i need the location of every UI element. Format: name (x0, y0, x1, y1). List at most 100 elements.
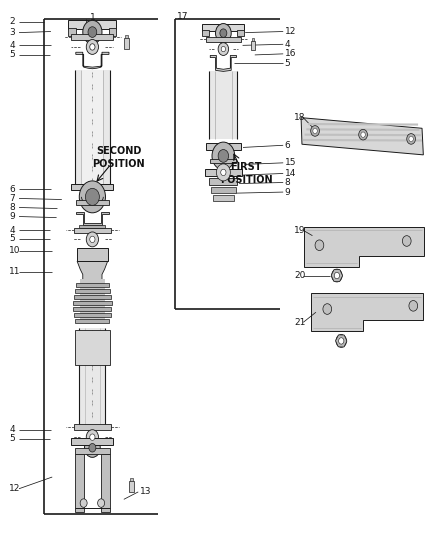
Bar (68, 20, 117, 29)
Circle shape (88, 27, 97, 37)
Text: 16: 16 (285, 50, 296, 58)
Circle shape (220, 29, 227, 37)
Circle shape (221, 46, 226, 52)
Text: 7: 7 (10, 194, 15, 203)
Bar (125, 35, 128, 38)
Circle shape (323, 304, 332, 314)
Bar (237, 30, 244, 36)
Bar (71, 184, 113, 190)
Polygon shape (304, 134, 421, 136)
Text: 6: 6 (285, 141, 290, 150)
Polygon shape (77, 261, 108, 285)
Text: 2: 2 (10, 18, 15, 27)
Bar (73, 301, 112, 305)
Text: 8: 8 (285, 178, 290, 187)
Text: 9: 9 (10, 212, 15, 221)
Circle shape (215, 23, 231, 43)
Text: 4: 4 (10, 41, 15, 50)
Text: 3: 3 (10, 28, 15, 37)
Bar (206, 143, 241, 150)
Text: 18: 18 (294, 113, 306, 122)
Bar (80, 303, 105, 310)
Polygon shape (308, 123, 418, 126)
Bar (74, 228, 111, 233)
Text: 5: 5 (10, 235, 15, 244)
Text: 19: 19 (294, 226, 306, 235)
Circle shape (85, 438, 100, 457)
Bar (74, 295, 111, 299)
Bar (75, 448, 110, 454)
Circle shape (315, 240, 324, 251)
Text: 1: 1 (90, 13, 96, 22)
Text: 4: 4 (10, 226, 15, 235)
Bar (101, 454, 110, 512)
Text: 13: 13 (140, 487, 151, 496)
Bar (75, 330, 110, 365)
Bar (75, 70, 110, 187)
Polygon shape (303, 139, 422, 142)
Bar (211, 187, 236, 193)
Circle shape (409, 301, 418, 311)
Polygon shape (301, 118, 424, 155)
Bar (80, 285, 105, 291)
Circle shape (86, 39, 99, 54)
Bar (252, 38, 254, 41)
Bar (124, 38, 129, 49)
Bar (80, 279, 105, 285)
Bar (68, 28, 76, 36)
Bar (79, 328, 106, 429)
Circle shape (313, 128, 317, 134)
Bar (74, 424, 111, 430)
Polygon shape (76, 52, 109, 69)
Circle shape (218, 43, 229, 55)
Polygon shape (76, 212, 109, 225)
Text: 4: 4 (10, 425, 15, 434)
Circle shape (409, 136, 413, 142)
Circle shape (85, 188, 99, 205)
Circle shape (90, 434, 95, 440)
Text: 17: 17 (177, 12, 188, 21)
Polygon shape (304, 227, 424, 266)
Bar (213, 195, 234, 200)
Text: 12: 12 (285, 27, 296, 36)
Polygon shape (311, 293, 424, 332)
Bar (251, 41, 255, 50)
Text: FIRST
POSITION: FIRST POSITION (220, 162, 272, 185)
Circle shape (218, 150, 229, 163)
Circle shape (89, 443, 96, 452)
Circle shape (90, 44, 95, 50)
Text: 5: 5 (10, 51, 15, 59)
Text: 14: 14 (285, 169, 296, 178)
Bar (129, 481, 134, 492)
Bar (80, 297, 105, 303)
Polygon shape (210, 55, 237, 71)
Text: 4: 4 (285, 40, 290, 49)
Bar (75, 454, 84, 512)
Bar (81, 70, 103, 187)
Circle shape (86, 430, 99, 445)
Text: 5: 5 (285, 59, 290, 68)
Bar (76, 200, 109, 205)
Circle shape (359, 130, 367, 140)
Text: 9: 9 (285, 188, 290, 197)
Bar (206, 37, 241, 42)
Bar (130, 478, 134, 481)
Text: 21: 21 (294, 318, 305, 327)
Text: 5: 5 (10, 434, 15, 443)
Bar (202, 30, 209, 36)
Bar (209, 71, 237, 139)
Bar (205, 168, 242, 176)
Bar (80, 291, 105, 297)
Text: 6: 6 (10, 185, 15, 194)
Circle shape (83, 20, 102, 44)
Circle shape (86, 232, 99, 247)
Text: 15: 15 (285, 158, 296, 167)
Circle shape (332, 269, 342, 282)
Circle shape (90, 236, 95, 243)
Bar (80, 310, 105, 316)
Bar (75, 319, 110, 323)
Circle shape (334, 272, 339, 279)
Bar (71, 438, 113, 445)
Text: 12: 12 (10, 484, 21, 493)
Bar (76, 283, 109, 287)
